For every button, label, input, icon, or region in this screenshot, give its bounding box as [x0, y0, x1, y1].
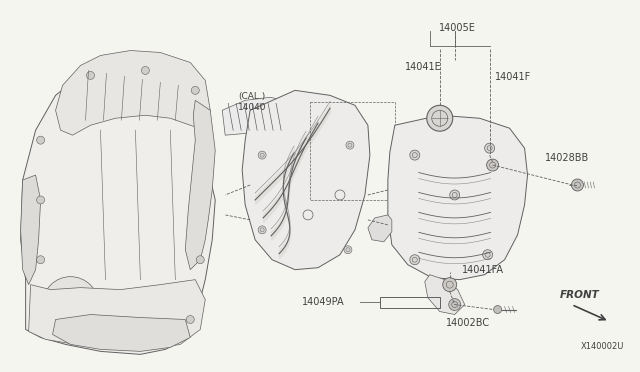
Text: X140002U: X140002U [581, 342, 625, 352]
Circle shape [196, 256, 204, 264]
Circle shape [483, 250, 493, 260]
Circle shape [346, 141, 354, 149]
Circle shape [427, 105, 452, 131]
Circle shape [191, 86, 199, 94]
Circle shape [410, 255, 420, 265]
Polygon shape [388, 115, 527, 280]
Polygon shape [186, 100, 215, 270]
Circle shape [36, 196, 45, 204]
Polygon shape [425, 275, 465, 314]
Circle shape [443, 278, 457, 292]
Text: 14049PA: 14049PA [302, 296, 345, 307]
Text: 14028BB: 14028BB [545, 153, 589, 163]
Circle shape [493, 305, 502, 314]
Polygon shape [242, 90, 370, 270]
Text: 14041F: 14041F [495, 73, 531, 83]
Circle shape [344, 246, 352, 254]
Circle shape [141, 67, 149, 74]
Text: 14041FA: 14041FA [461, 264, 504, 275]
Circle shape [258, 151, 266, 159]
Circle shape [486, 159, 499, 171]
Circle shape [450, 190, 460, 200]
Polygon shape [56, 51, 210, 135]
Circle shape [86, 71, 95, 79]
Polygon shape [20, 175, 40, 285]
Circle shape [410, 150, 420, 160]
Text: 14005E: 14005E [439, 23, 476, 33]
Circle shape [36, 256, 45, 264]
Text: 14002BC: 14002BC [445, 318, 490, 327]
Text: (CAL.)
14040: (CAL.) 14040 [238, 92, 267, 112]
Circle shape [258, 226, 266, 234]
Text: FRONT: FRONT [559, 289, 599, 299]
Polygon shape [368, 215, 392, 242]
Polygon shape [52, 314, 190, 352]
Polygon shape [222, 97, 285, 135]
Circle shape [484, 143, 495, 153]
Polygon shape [20, 62, 215, 355]
Circle shape [36, 136, 45, 144]
Circle shape [186, 315, 195, 324]
Circle shape [572, 179, 584, 191]
Text: 14041E: 14041E [405, 62, 442, 73]
Circle shape [449, 299, 461, 311]
Circle shape [43, 277, 99, 333]
Polygon shape [29, 280, 205, 349]
